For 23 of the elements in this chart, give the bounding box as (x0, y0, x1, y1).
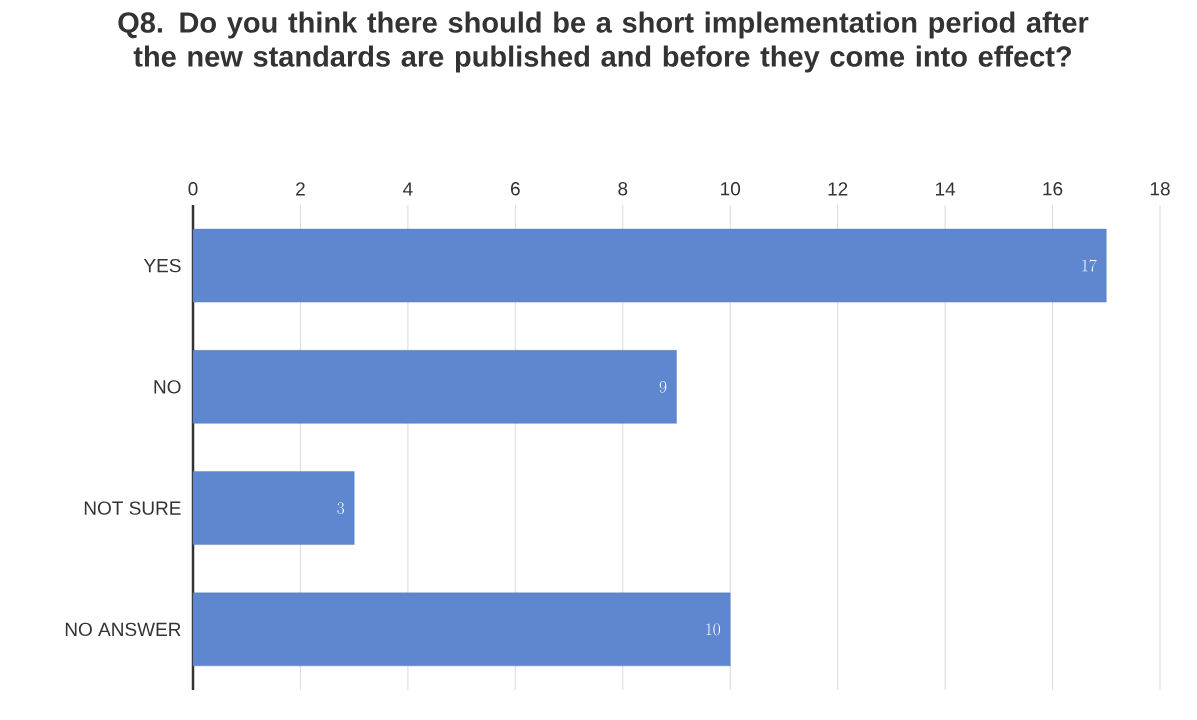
data-label: 3 (337, 502, 345, 514)
data-label: 9 (659, 381, 667, 393)
x-tick-label: 10 (721, 182, 741, 196)
x-tick-label: 0 (188, 182, 198, 196)
bar (192, 592, 731, 667)
bar (192, 228, 1107, 303)
y-tick-label: NO (154, 380, 181, 394)
y-tick-label: NO ANSWER (65, 622, 181, 637)
chart-title: Q8. Do you think there should be a short implementation period after the new standards are published and before they come into effect? (118, 11, 1089, 73)
y-tick-label: NOT SURE (84, 501, 181, 515)
data-label: 10 (706, 623, 721, 636)
x-tick-label: 2 (296, 182, 305, 196)
bar (192, 350, 677, 424)
x-tick-label: 6 (511, 182, 520, 196)
x-tick-label: 16 (1043, 182, 1063, 196)
data-label: 17 (1082, 259, 1097, 272)
x-tick-label: 18 (1150, 182, 1170, 196)
x-tick-label: 14 (935, 182, 956, 196)
y-tick-label: YES (143, 258, 181, 273)
x-tick-label: 12 (828, 182, 848, 196)
bar (192, 471, 355, 545)
x-tick-label: 4 (403, 182, 413, 196)
x-tick-label: 8 (618, 182, 628, 196)
